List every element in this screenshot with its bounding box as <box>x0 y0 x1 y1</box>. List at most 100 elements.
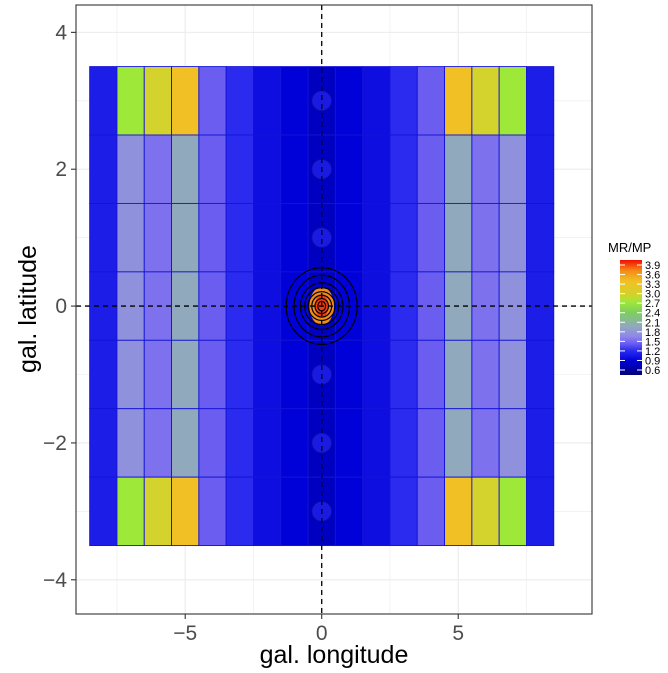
y-tick-label: 2 <box>55 158 67 181</box>
heatmap-cell <box>172 203 199 271</box>
heatmap-cell <box>390 67 417 135</box>
heatmap-cell <box>417 203 444 271</box>
heatmap-cell <box>390 477 417 545</box>
heatmap-cell <box>526 477 553 545</box>
heatmap-cell <box>472 477 499 545</box>
heatmap-cell <box>281 135 308 203</box>
heatmap-cell <box>117 409 144 477</box>
heatmap-cell <box>445 477 472 545</box>
heatmap-cell <box>172 340 199 408</box>
heatmap-cell <box>335 477 362 545</box>
heatmap-cell <box>90 409 117 477</box>
heatmap-cell <box>117 67 144 135</box>
heatmap-cell <box>226 135 253 203</box>
heatmap-cell <box>199 409 226 477</box>
heatmap-cell <box>526 409 553 477</box>
heatmap-cell <box>445 340 472 408</box>
heatmap-cell <box>117 203 144 271</box>
heatmap-cell <box>90 340 117 408</box>
heatmap-cell <box>172 135 199 203</box>
heatmap-cell <box>90 135 117 203</box>
heatmap-cell <box>499 67 526 135</box>
heatmap-cell <box>335 67 362 135</box>
heatmap-cell <box>417 409 444 477</box>
heatmap-cell <box>226 203 253 271</box>
heatmap-cell <box>144 135 171 203</box>
legend-title: MR/MP <box>608 240 651 255</box>
heatmap-cell <box>417 67 444 135</box>
heatmap-cell <box>226 409 253 477</box>
heatmap-cell <box>335 409 362 477</box>
heatmap-cell <box>472 203 499 271</box>
heatmap-cell <box>472 340 499 408</box>
heatmap-cell <box>335 135 362 203</box>
heatmap-cell <box>144 340 171 408</box>
heatmap-cell <box>472 67 499 135</box>
legend-label: 0.6 <box>645 365 660 377</box>
heatmap-cell <box>390 203 417 271</box>
y-axis-title: gal. latitude <box>14 245 42 373</box>
heatmap-cell <box>117 135 144 203</box>
heatmap-cell <box>172 67 199 135</box>
heatmap-cell <box>199 340 226 408</box>
heatmap-cell <box>472 409 499 477</box>
heatmap-cell <box>281 409 308 477</box>
heatmap-cell <box>526 340 553 408</box>
heatmap-cell <box>363 67 390 135</box>
heatmap-cell <box>253 409 280 477</box>
heatmap-cell <box>253 340 280 408</box>
legend-colorbar <box>620 260 642 375</box>
legend: MR/MP 3.93.63.33.02.72.42.11.81.51.20.90… <box>608 240 660 377</box>
heatmap-cell <box>363 340 390 408</box>
heatmap-cell <box>90 67 117 135</box>
heatmap-cell <box>445 409 472 477</box>
heatmap-cell <box>144 409 171 477</box>
heatmap-cell <box>117 340 144 408</box>
heatmap-cell <box>499 340 526 408</box>
y-tick-label: −4 <box>43 569 67 592</box>
y-tick-label: 0 <box>55 295 67 318</box>
heatmap-cell <box>253 477 280 545</box>
heatmap-cell <box>526 203 553 271</box>
heatmap-cell <box>172 477 199 545</box>
heatmap-cell <box>499 203 526 271</box>
x-tick-label: 5 <box>452 622 464 645</box>
heatmap-cell <box>253 67 280 135</box>
heatmap-cell <box>445 67 472 135</box>
heatmap-cell <box>499 409 526 477</box>
heatmap-cell <box>281 203 308 271</box>
heatmap-cell <box>90 203 117 271</box>
heatmap-cell <box>526 67 553 135</box>
heatmap-cell <box>281 340 308 408</box>
heatmap-cell <box>472 135 499 203</box>
heatmap-cell <box>199 477 226 545</box>
heatmap-cell <box>226 477 253 545</box>
heatmap-cell <box>199 67 226 135</box>
heatmap-cell <box>226 340 253 408</box>
heatmap-cell <box>417 340 444 408</box>
heatmap-cell <box>253 135 280 203</box>
heatmap-cell <box>445 135 472 203</box>
heatmap-cell <box>253 203 280 271</box>
heatmap-cell <box>172 409 199 477</box>
heatmap-cell <box>526 135 553 203</box>
heatmap-cell <box>199 135 226 203</box>
x-axis-title: gal. longitude <box>260 641 409 669</box>
x-tick-label: −5 <box>173 622 197 645</box>
heatmap-cell <box>281 67 308 135</box>
y-tick-label: 4 <box>55 21 67 44</box>
heatmap-cell <box>363 409 390 477</box>
heatmap-cell <box>144 477 171 545</box>
heatmap-cell <box>499 477 526 545</box>
heatmap-cell <box>417 135 444 203</box>
heatmap-cell <box>363 135 390 203</box>
heatmap-cell <box>90 477 117 545</box>
heatmap-cell <box>363 477 390 545</box>
y-tick-label: −2 <box>43 432 67 455</box>
heatmap-cell <box>335 203 362 271</box>
heatmap-cell <box>117 477 144 545</box>
heatmap-cell <box>144 67 171 135</box>
heatmap-cell <box>445 203 472 271</box>
heatmap-cell <box>281 477 308 545</box>
